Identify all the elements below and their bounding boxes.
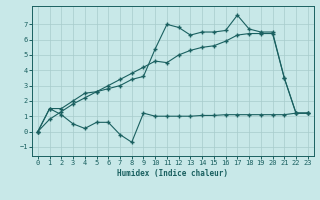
X-axis label: Humidex (Indice chaleur): Humidex (Indice chaleur) (117, 169, 228, 178)
